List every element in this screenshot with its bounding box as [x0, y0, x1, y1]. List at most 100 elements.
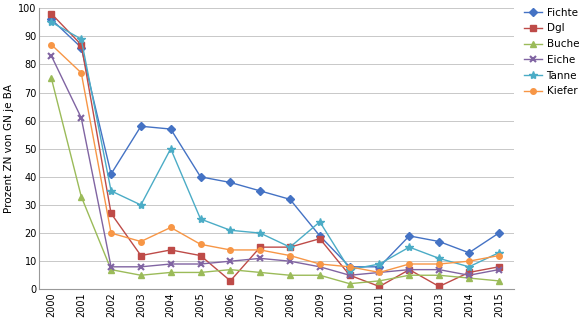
Dgl: [465, 271, 472, 274]
Eiche: [465, 273, 472, 277]
Eiche: [376, 271, 383, 274]
Eiche: [197, 262, 204, 266]
Fichte: [227, 180, 234, 184]
Eiche: [78, 116, 85, 120]
Dgl: [406, 268, 413, 272]
Fichte: [436, 239, 442, 243]
Kiefer: [406, 262, 413, 266]
Fichte: [138, 124, 145, 128]
Tanne: [317, 220, 324, 224]
Tanne: [346, 268, 353, 272]
Legend: Fichte, Dgl, Buche, Eiche, Tanne, Kiefer: Fichte, Dgl, Buche, Eiche, Tanne, Kiefer: [524, 8, 579, 96]
Line: Dgl: Dgl: [48, 11, 501, 289]
Buche: [138, 273, 145, 277]
Kiefer: [138, 239, 145, 243]
Eiche: [496, 268, 503, 272]
Kiefer: [108, 231, 115, 235]
Dgl: [286, 245, 293, 249]
Line: Tanne: Tanne: [47, 18, 503, 274]
Eiche: [286, 259, 293, 263]
Buche: [376, 279, 383, 283]
Dgl: [496, 265, 503, 269]
Tanne: [227, 228, 234, 232]
Tanne: [406, 245, 413, 249]
Tanne: [436, 256, 442, 260]
Dgl: [48, 12, 55, 16]
Line: Fichte: Fichte: [48, 17, 501, 270]
Dgl: [257, 245, 264, 249]
Eiche: [48, 54, 55, 58]
Fichte: [406, 234, 413, 238]
Eiche: [346, 273, 353, 277]
Fichte: [496, 231, 503, 235]
Tanne: [465, 265, 472, 269]
Buche: [286, 273, 293, 277]
Kiefer: [376, 271, 383, 274]
Kiefer: [346, 265, 353, 269]
Fichte: [465, 251, 472, 255]
Fichte: [108, 172, 115, 176]
Buche: [257, 271, 264, 274]
Tanne: [108, 189, 115, 193]
Eiche: [108, 265, 115, 269]
Kiefer: [496, 254, 503, 257]
Buche: [436, 273, 442, 277]
Eiche: [436, 268, 442, 272]
Dgl: [197, 254, 204, 257]
Eiche: [317, 265, 324, 269]
Eiche: [138, 265, 145, 269]
Kiefer: [257, 248, 264, 252]
Buche: [406, 273, 413, 277]
Eiche: [227, 259, 234, 263]
Fichte: [346, 265, 353, 269]
Tanne: [78, 37, 85, 41]
Dgl: [78, 43, 85, 47]
Tanne: [138, 203, 145, 207]
Buche: [78, 195, 85, 198]
Line: Eiche: Eiche: [48, 53, 502, 279]
Tanne: [286, 245, 293, 249]
Fichte: [376, 265, 383, 269]
Kiefer: [48, 43, 55, 47]
Buche: [317, 273, 324, 277]
Line: Buche: Buche: [48, 76, 501, 286]
Line: Kiefer: Kiefer: [48, 42, 501, 275]
Kiefer: [197, 242, 204, 246]
Dgl: [138, 254, 145, 257]
Fichte: [48, 17, 55, 21]
Dgl: [108, 212, 115, 215]
Eiche: [406, 268, 413, 272]
Buche: [197, 271, 204, 274]
Buche: [496, 279, 503, 283]
Buche: [167, 271, 174, 274]
Tanne: [257, 231, 264, 235]
Dgl: [227, 279, 234, 283]
Dgl: [376, 285, 383, 289]
Tanne: [496, 251, 503, 255]
Buche: [108, 268, 115, 272]
Eiche: [257, 256, 264, 260]
Buche: [48, 76, 55, 80]
Fichte: [257, 189, 264, 193]
Kiefer: [286, 254, 293, 257]
Dgl: [346, 273, 353, 277]
Buche: [227, 268, 234, 272]
Fichte: [78, 46, 85, 49]
Kiefer: [465, 259, 472, 263]
Tanne: [167, 147, 174, 151]
Kiefer: [227, 248, 234, 252]
Fichte: [167, 127, 174, 131]
Y-axis label: Prozent ZN von GN je BA: Prozent ZN von GN je BA: [4, 84, 14, 213]
Kiefer: [167, 226, 174, 230]
Kiefer: [436, 262, 442, 266]
Dgl: [317, 237, 324, 241]
Kiefer: [78, 71, 85, 75]
Tanne: [197, 217, 204, 221]
Dgl: [167, 248, 174, 252]
Fichte: [286, 197, 293, 201]
Fichte: [317, 234, 324, 238]
Kiefer: [317, 262, 324, 266]
Dgl: [436, 285, 442, 289]
Tanne: [48, 20, 55, 24]
Buche: [465, 276, 472, 280]
